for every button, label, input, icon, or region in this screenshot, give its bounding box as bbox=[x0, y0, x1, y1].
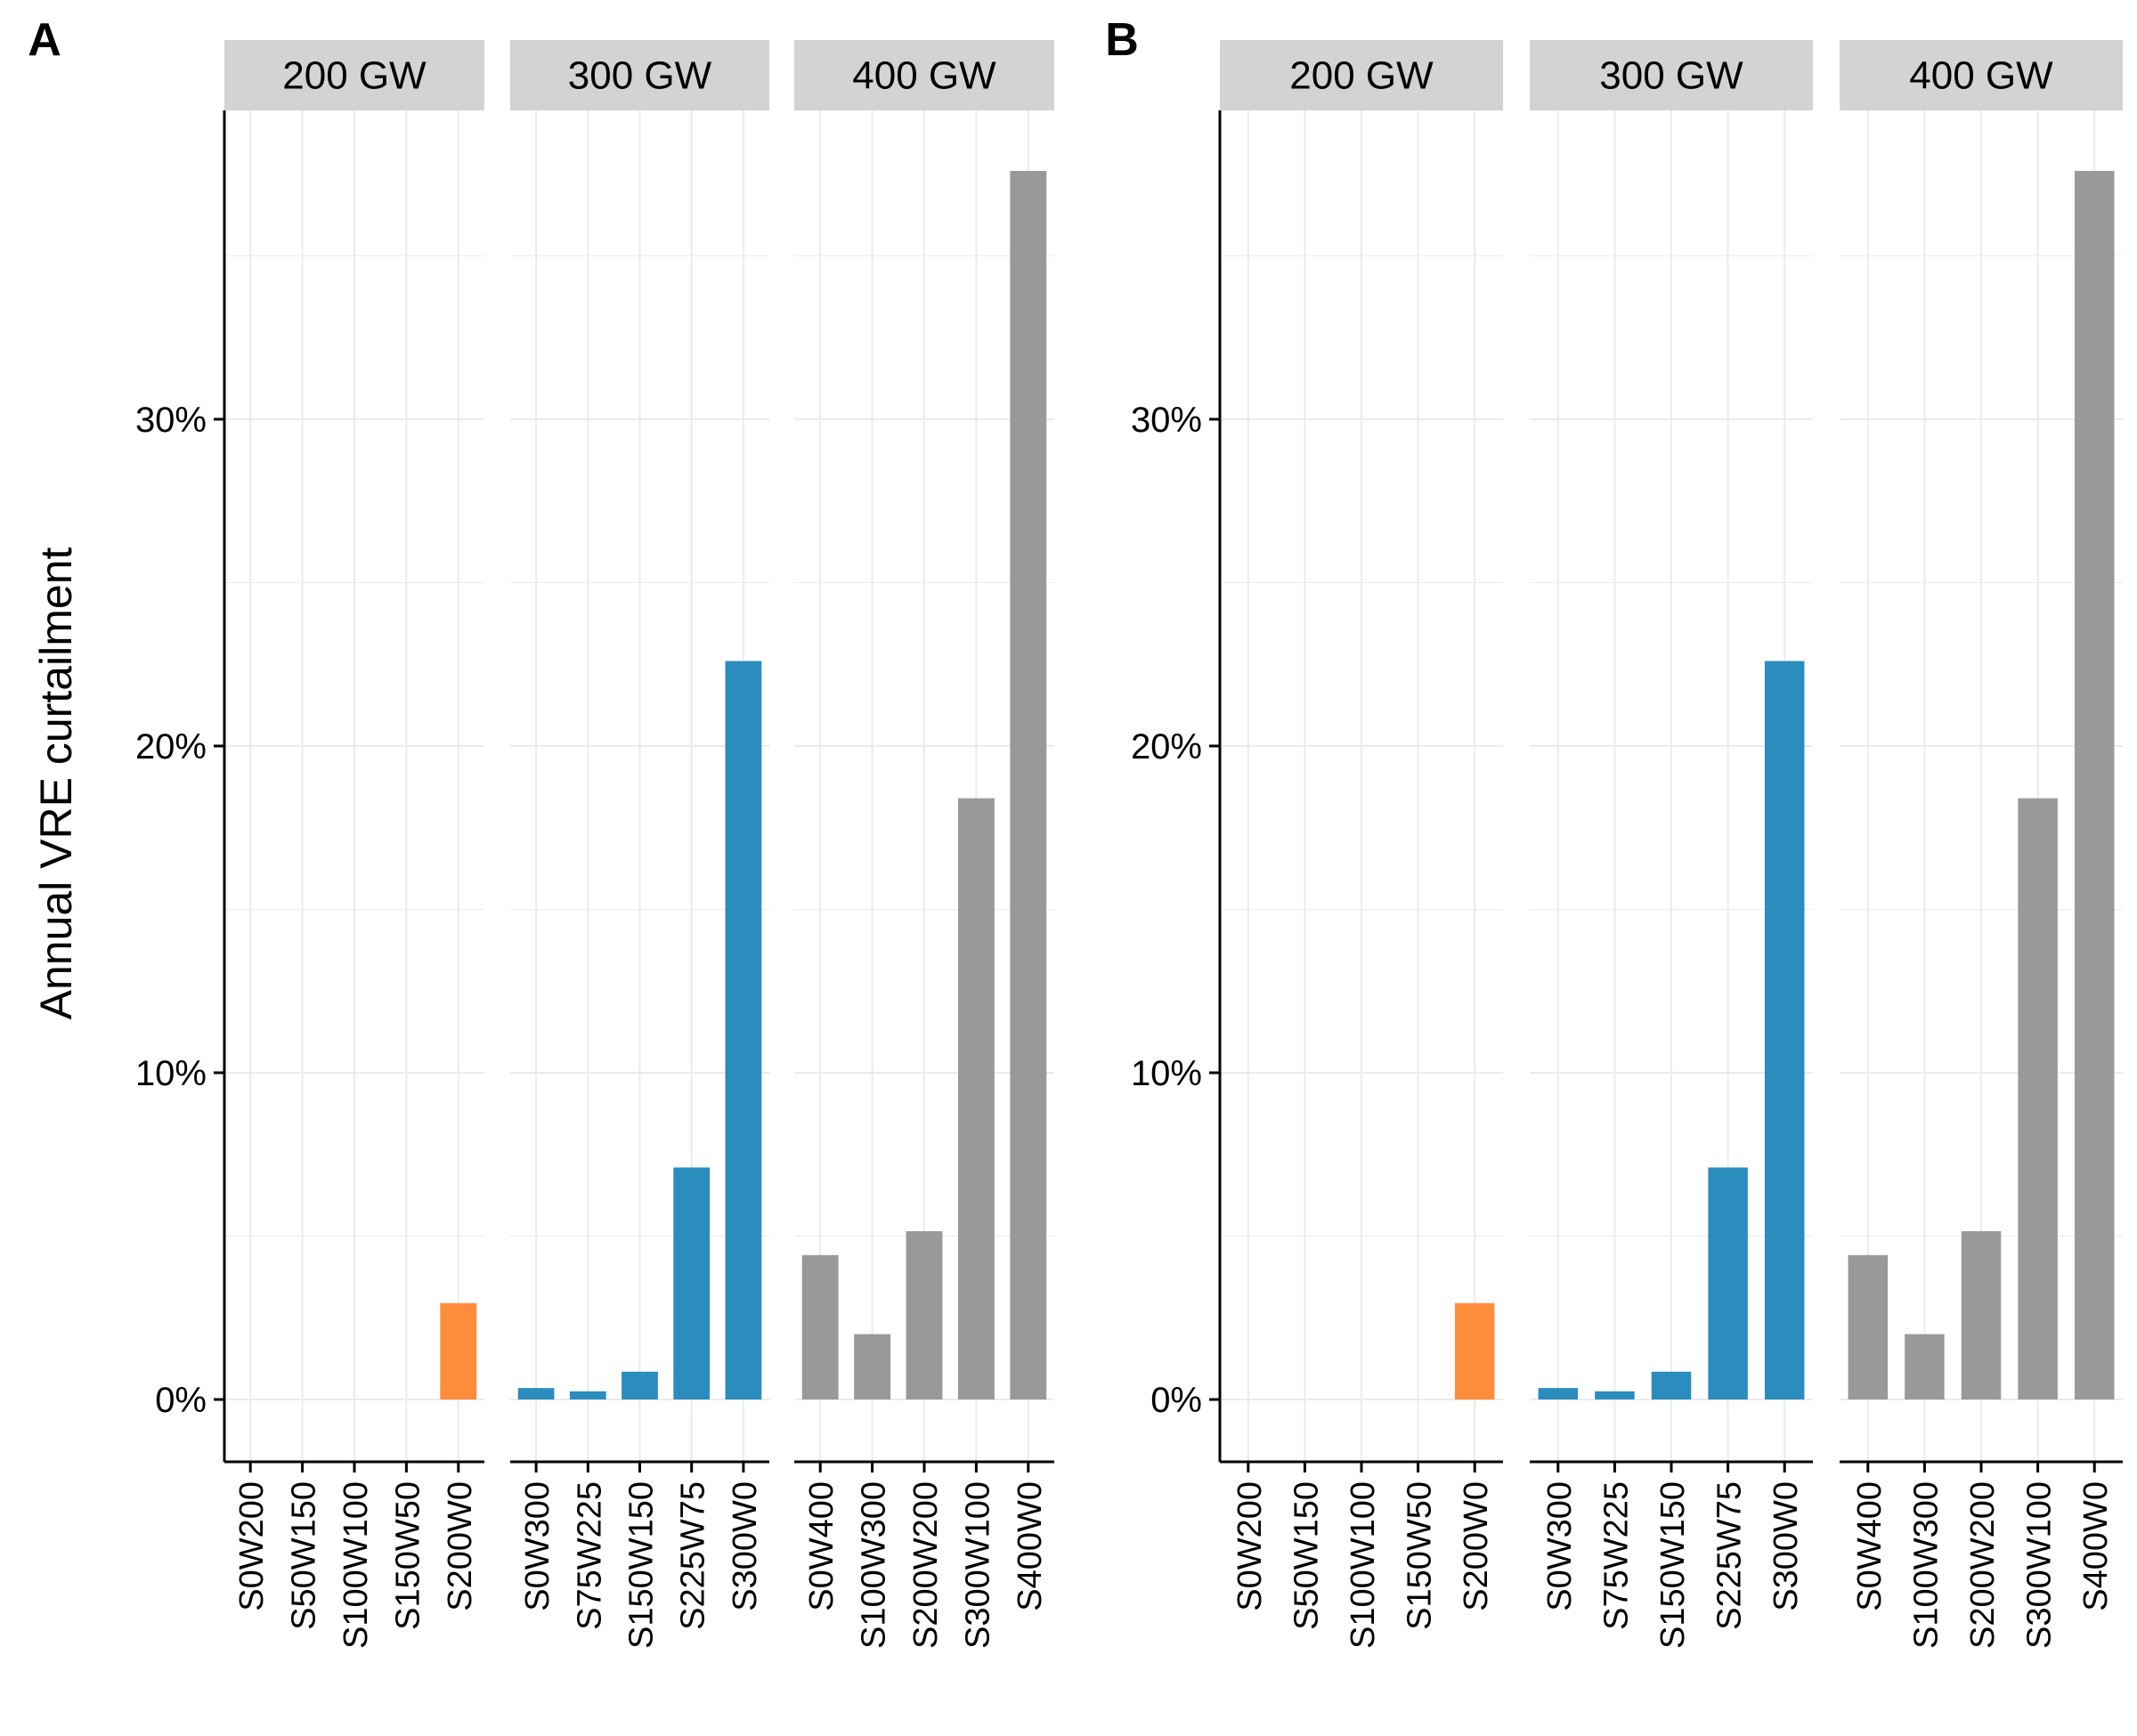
facet-300-gw: 300 GW S0W300 S75W225 S150W150 S225W75 S300W0 bbox=[510, 40, 769, 1649]
x-tick-label: S300W100 bbox=[959, 1481, 996, 1649]
bar-s200w200 bbox=[906, 1230, 943, 1399]
x-tick-label: S75W225 bbox=[571, 1481, 608, 1630]
x-tick-label: S75W225 bbox=[1597, 1481, 1635, 1630]
x-tick-label: S225W75 bbox=[675, 1481, 712, 1630]
panel-b: B 200 GW S0W200 S50W150 S100W100 S150W50 S200W… bbox=[1105, 14, 2123, 1649]
bar-s300w0 bbox=[1764, 661, 1805, 1399]
facet-strip bbox=[224, 40, 484, 110]
facet-strip-label: 400 GW bbox=[1909, 54, 2053, 98]
bar-s100w300 bbox=[1905, 1334, 1945, 1399]
bar-s150w150 bbox=[622, 1371, 658, 1399]
x-tick-label: S50W150 bbox=[286, 1481, 323, 1630]
y-tick-label: 30% bbox=[1131, 401, 1202, 440]
x-tick-label: S50W150 bbox=[1288, 1481, 1325, 1630]
x-tick-label: S300W0 bbox=[727, 1481, 764, 1611]
x-tick-label: S200W200 bbox=[907, 1481, 945, 1649]
facet-300-gw: 300 GW S0W300 S75W225 S150W150 S225W75 S300W0 bbox=[1530, 40, 1813, 1649]
bar-s300w0 bbox=[725, 661, 762, 1399]
facet-200-gw: 200 GW S0W200 S50W150 S100W100 S150W50 S200W0 bbox=[224, 40, 484, 1649]
bar-s300w100 bbox=[957, 798, 995, 1399]
bar-s150w150 bbox=[1651, 1371, 1692, 1399]
x-tick-label: S200W0 bbox=[442, 1481, 479, 1611]
facet-400-gw: 400 GW S0W400 S100W300 S200W200 S300W100 S400… bbox=[1840, 40, 2123, 1649]
x-tick-label: S0W300 bbox=[519, 1481, 557, 1611]
x-tick-label: S100W300 bbox=[1907, 1481, 1945, 1649]
y-tick-label: 30% bbox=[135, 401, 207, 440]
bar-s200w200 bbox=[1961, 1230, 2002, 1399]
y-axis-title: Annual VRE curtailment bbox=[31, 547, 81, 1019]
x-tick-label: S400W0 bbox=[2077, 1481, 2115, 1611]
facet-strip bbox=[1220, 40, 1503, 110]
bar-s400w0 bbox=[2074, 171, 2115, 1399]
x-tick-label: S100W100 bbox=[1345, 1481, 1382, 1649]
facet-strip bbox=[794, 40, 1054, 110]
x-tick-label: S0W200 bbox=[233, 1481, 271, 1611]
bar-s225w75 bbox=[1708, 1167, 1748, 1399]
x-tick-label: S100W100 bbox=[337, 1481, 375, 1649]
bar-s0w400 bbox=[801, 1254, 839, 1399]
facet-strip-label: 200 GW bbox=[282, 54, 427, 98]
y-tick-label: 20% bbox=[135, 727, 207, 767]
bar-s0w300 bbox=[1538, 1388, 1579, 1399]
x-tick-label: S0W200 bbox=[1231, 1481, 1269, 1611]
y-tick-label: 0% bbox=[155, 1381, 207, 1420]
x-tick-label: S400W0 bbox=[1012, 1481, 1049, 1611]
x-tick-label: S200W0 bbox=[1458, 1481, 1495, 1611]
panel-tag-b: B bbox=[1105, 14, 1139, 66]
bar-s0w300 bbox=[517, 1388, 555, 1399]
x-tick-label: S300W100 bbox=[2021, 1481, 2059, 1649]
facet-strip bbox=[1840, 40, 2123, 110]
y-tick-label: 10% bbox=[135, 1054, 207, 1093]
y-tick-label: 10% bbox=[1131, 1054, 1202, 1093]
bar-s200w0 bbox=[440, 1302, 477, 1399]
facet-strip-label: 300 GW bbox=[568, 54, 712, 98]
facet-strip bbox=[1530, 40, 1813, 110]
facet-strip-label: 400 GW bbox=[852, 54, 996, 98]
facet-strip-label: 300 GW bbox=[1599, 54, 1743, 98]
bar-s225w75 bbox=[673, 1167, 711, 1399]
panel-a: A Annual VRE curtailment 200 GW S0W200 S50W1… bbox=[28, 14, 1054, 1649]
x-tick-label: S0W400 bbox=[803, 1481, 841, 1611]
y-tick-label: 0% bbox=[1150, 1381, 1202, 1420]
x-tick-label: S200W200 bbox=[1964, 1481, 2002, 1649]
facet-400-gw: 400 GW S0W400 S100W300 S200W200 S300W100 S400… bbox=[794, 40, 1054, 1649]
x-tick-label: S150W150 bbox=[1654, 1481, 1692, 1649]
x-tick-label: S225W75 bbox=[1711, 1481, 1749, 1630]
x-tick-label: S150W50 bbox=[1402, 1481, 1439, 1630]
bar-s0w400 bbox=[1848, 1254, 1889, 1399]
bar-s200w0 bbox=[1454, 1302, 1495, 1399]
bar-s100w300 bbox=[854, 1334, 891, 1399]
x-tick-label: S0W300 bbox=[1541, 1481, 1579, 1611]
facet-strip-label: 200 GW bbox=[1289, 54, 1434, 98]
bar-s75w225 bbox=[569, 1391, 606, 1399]
bar-s75w225 bbox=[1595, 1391, 1635, 1399]
x-tick-label: S150W50 bbox=[389, 1481, 427, 1630]
x-tick-label: S100W300 bbox=[856, 1481, 893, 1649]
facet-strip bbox=[510, 40, 769, 110]
x-tick-label: S300W0 bbox=[1767, 1481, 1805, 1611]
bar-s300w100 bbox=[2018, 798, 2058, 1399]
bar-s400w0 bbox=[1010, 171, 1047, 1399]
x-tick-label: S150W150 bbox=[623, 1481, 661, 1649]
x-tick-label: S0W400 bbox=[1851, 1481, 1889, 1611]
facet-200-gw: 200 GW S0W200 S50W150 S100W100 S150W50 S200W0 bbox=[1220, 40, 1503, 1649]
y-tick-label: 20% bbox=[1131, 727, 1202, 767]
panel-tag-a: A bbox=[28, 14, 61, 66]
